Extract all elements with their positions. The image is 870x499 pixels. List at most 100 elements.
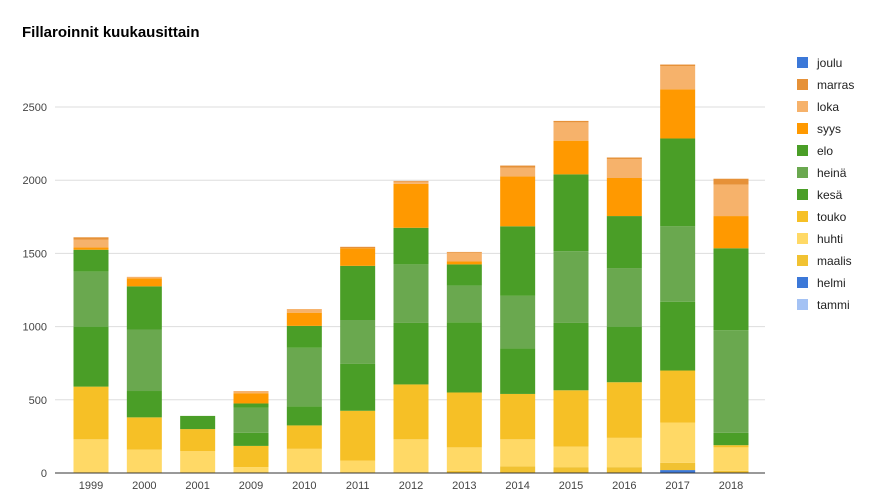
bar-segment-2010-kesä[interactable] bbox=[286, 406, 322, 426]
bar-segment-2001-huhti[interactable] bbox=[180, 451, 216, 473]
bar-segment-2018-syys[interactable] bbox=[713, 216, 749, 249]
bar-segment-2000-syys[interactable] bbox=[126, 278, 162, 287]
bar-segment-1999-huhti[interactable] bbox=[73, 439, 109, 473]
bar-segment-1999-kesä[interactable] bbox=[73, 326, 109, 387]
bar-segment-1999-elo[interactable] bbox=[73, 249, 109, 272]
bar-segment-2011-marras[interactable] bbox=[340, 246, 376, 249]
bar-segment-2011-heinä[interactable] bbox=[340, 320, 376, 364]
bar-segment-2017-touko[interactable] bbox=[660, 370, 696, 423]
bar-segment-2009-huhti[interactable] bbox=[233, 467, 269, 473]
bar-segment-2018-heinä[interactable] bbox=[713, 330, 749, 433]
bar-segment-2016-elo[interactable] bbox=[606, 216, 642, 269]
legend-item-tammi[interactable]: tammi bbox=[797, 298, 850, 312]
legend-item-heinä[interactable]: heinä bbox=[797, 166, 847, 180]
bar-segment-2009-kesä[interactable] bbox=[233, 432, 269, 446]
bar-segment-2017-maalis[interactable] bbox=[660, 462, 696, 471]
bar-segment-2017-syys[interactable] bbox=[660, 89, 696, 139]
bar-segment-2013-touko[interactable] bbox=[446, 392, 482, 448]
bar-segment-2000-huhti[interactable] bbox=[126, 449, 162, 473]
bar-segment-2010-huhti[interactable] bbox=[286, 448, 322, 473]
bar-segment-2013-marras[interactable] bbox=[446, 251, 482, 253]
bar-segment-2017-heinä[interactable] bbox=[660, 226, 696, 302]
bar-segment-2010-touko[interactable] bbox=[286, 425, 322, 449]
bar-segment-2015-touko[interactable] bbox=[553, 390, 589, 447]
bar-segment-2013-maalis[interactable] bbox=[446, 470, 482, 473]
legend-item-loka[interactable]: loka bbox=[797, 100, 839, 114]
legend-item-kesä[interactable]: kesä bbox=[797, 188, 843, 202]
bar-segment-2014-syys[interactable] bbox=[500, 176, 536, 227]
bar-segment-2014-maalis[interactable] bbox=[500, 466, 536, 473]
bar-segment-2015-elo[interactable] bbox=[553, 174, 589, 252]
bar-segment-2009-syys[interactable] bbox=[233, 393, 269, 404]
bar-segment-2016-huhti[interactable] bbox=[606, 437, 642, 468]
bar-segment-2014-touko[interactable] bbox=[500, 393, 536, 440]
bar-segment-2014-heinä[interactable] bbox=[500, 295, 536, 349]
bar-segment-2018-loka[interactable] bbox=[713, 184, 749, 217]
bar-segment-2016-loka[interactable] bbox=[606, 158, 642, 179]
bar-segment-2000-elo[interactable] bbox=[126, 286, 162, 330]
bar-segment-2010-loka[interactable] bbox=[286, 309, 322, 313]
bar-segment-2017-kesä[interactable] bbox=[660, 301, 696, 371]
bar-segment-1999-loka[interactable] bbox=[73, 239, 109, 248]
bar-segment-2000-touko[interactable] bbox=[126, 417, 162, 450]
bar-segment-2009-touko[interactable] bbox=[233, 445, 269, 468]
bar-segment-2018-touko[interactable] bbox=[713, 445, 749, 448]
bar-segment-2014-marras[interactable] bbox=[500, 165, 536, 168]
bar-segment-2001-touko[interactable] bbox=[180, 429, 216, 452]
bar-segment-2012-touko[interactable] bbox=[393, 384, 429, 440]
bar-segment-2009-elo[interactable] bbox=[233, 403, 269, 408]
bar-segment-2017-helmi[interactable] bbox=[660, 470, 696, 473]
bar-segment-2014-huhti[interactable] bbox=[500, 439, 536, 467]
bar-segment-2012-loka[interactable] bbox=[393, 181, 429, 184]
bar-segment-2015-loka[interactable] bbox=[553, 122, 589, 141]
bar-segment-2011-kesä[interactable] bbox=[340, 363, 376, 411]
bar-segment-2014-elo[interactable] bbox=[500, 226, 536, 296]
bar-segment-2015-huhti[interactable] bbox=[553, 446, 589, 468]
legend-item-joulu[interactable]: joulu bbox=[797, 56, 842, 70]
legend-item-helmi[interactable]: helmi bbox=[797, 276, 846, 290]
bar-segment-2013-heinä[interactable] bbox=[446, 285, 482, 323]
bar-segment-2016-touko[interactable] bbox=[606, 382, 642, 438]
bar-segment-2012-huhti[interactable] bbox=[393, 439, 429, 473]
bar-segment-2011-syys[interactable] bbox=[340, 248, 376, 266]
bar-segment-1999-heinä[interactable] bbox=[73, 271, 109, 327]
bar-segment-2011-touko[interactable] bbox=[340, 410, 376, 461]
bar-segment-2012-elo[interactable] bbox=[393, 227, 429, 265]
bar-segment-2016-marras[interactable] bbox=[606, 157, 642, 159]
bar-segment-2017-elo[interactable] bbox=[660, 138, 696, 227]
bar-segment-2000-loka[interactable] bbox=[126, 276, 162, 279]
bar-segment-2018-marras[interactable] bbox=[713, 178, 749, 185]
bar-segment-2011-huhti[interactable] bbox=[340, 460, 376, 473]
bar-segment-2015-syys[interactable] bbox=[553, 140, 589, 175]
bar-segment-2016-kesä[interactable] bbox=[606, 326, 642, 383]
bar-segment-2000-heinä[interactable] bbox=[126, 329, 162, 392]
bar-segment-2017-marras[interactable] bbox=[660, 64, 696, 67]
bar-segment-2018-maalis[interactable] bbox=[713, 470, 749, 473]
legend-item-elo[interactable]: elo bbox=[797, 144, 833, 158]
bar-segment-2012-syys[interactable] bbox=[393, 183, 429, 228]
bar-segment-2010-elo[interactable] bbox=[286, 325, 322, 348]
bar-segment-2018-huhti[interactable] bbox=[713, 447, 749, 471]
bar-segment-1999-marras[interactable] bbox=[73, 237, 109, 240]
bar-segment-2009-heinä[interactable] bbox=[233, 407, 269, 433]
bar-segment-1999-touko[interactable] bbox=[73, 386, 109, 440]
bar-segment-2015-marras[interactable] bbox=[553, 120, 589, 123]
legend-item-maalis[interactable]: maalis bbox=[797, 254, 852, 268]
bar-segment-2013-elo[interactable] bbox=[446, 264, 482, 286]
bar-segment-1999-syys[interactable] bbox=[73, 247, 109, 250]
bar-segment-2012-kesä[interactable] bbox=[393, 322, 429, 385]
bar-segment-2016-heinä[interactable] bbox=[606, 268, 642, 327]
bar-segment-2016-maalis[interactable] bbox=[606, 467, 642, 473]
bar-segment-2010-syys[interactable] bbox=[286, 312, 322, 326]
bar-segment-2009-loka[interactable] bbox=[233, 391, 269, 394]
bar-segment-2015-kesä[interactable] bbox=[553, 322, 589, 391]
bar-segment-2000-kesä[interactable] bbox=[126, 391, 162, 418]
bar-segment-2012-heinä[interactable] bbox=[393, 264, 429, 323]
bar-segment-2001-kesä[interactable] bbox=[180, 415, 216, 430]
bar-segment-2010-heinä[interactable] bbox=[286, 347, 322, 407]
bar-segment-2011-elo[interactable] bbox=[340, 265, 376, 321]
bar-segment-2017-huhti[interactable] bbox=[660, 422, 696, 463]
legend-item-syys[interactable]: syys bbox=[797, 122, 841, 136]
bar-segment-2018-kesä[interactable] bbox=[713, 432, 749, 446]
bar-segment-2015-maalis[interactable] bbox=[553, 467, 589, 473]
